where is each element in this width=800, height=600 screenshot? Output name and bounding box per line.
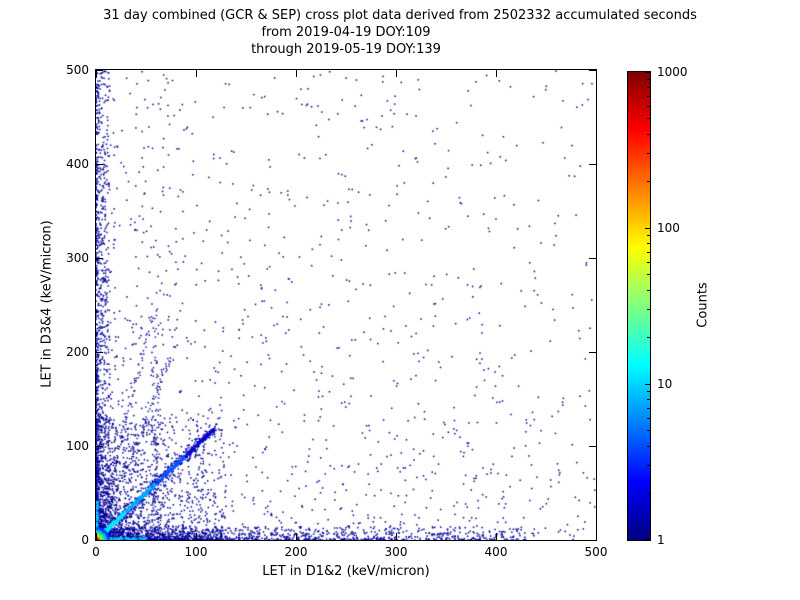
x-major-tick — [95, 533, 97, 540]
chart-title-line1: 31 day combined (GCR & SEP) cross plot d… — [103, 8, 697, 23]
chart-title-line2: from 2019-04-19 DOY:109 — [261, 25, 431, 40]
plot-area — [95, 69, 597, 541]
y-major-tick — [96, 163, 103, 165]
colorbar-minor-tick — [647, 106, 650, 108]
colorbar-major-tick — [645, 539, 650, 540]
y-major-tick-right — [589, 539, 596, 541]
colorbar-minor-tick — [647, 465, 650, 467]
colorbar-minor-tick — [647, 336, 650, 338]
colorbar-minor-tick — [647, 274, 650, 276]
scatter-points-canvas — [96, 70, 596, 540]
x-major-tick-top — [95, 70, 97, 77]
x-tick-label: 500 — [584, 545, 608, 559]
y-major-tick — [96, 445, 103, 447]
y-tick-label: 500 — [66, 63, 89, 77]
colorbar-minor-tick — [647, 407, 650, 409]
x-major-tick-top — [495, 70, 497, 77]
colorbar-minor-tick — [647, 492, 650, 494]
colorbar-minor-tick — [647, 133, 650, 135]
y-tick-label: 0 — [81, 533, 89, 547]
x-major-tick-top — [195, 70, 197, 77]
x-major-tick — [495, 533, 497, 540]
y-major-tick — [96, 351, 103, 353]
x-axis-label: LET in D1&2 (keV/micron) — [262, 564, 430, 579]
y-tick-label: 100 — [66, 439, 89, 453]
colorbar — [627, 71, 651, 541]
colorbar-major-tick — [645, 383, 650, 385]
colorbar-minor-tick — [647, 95, 650, 97]
y-major-tick-right — [589, 445, 596, 447]
x-major-tick — [295, 533, 297, 540]
x-major-tick-top — [595, 70, 597, 77]
chart-title-line3: through 2019-05-19 DOY:139 — [251, 42, 441, 57]
y-major-tick-right — [589, 163, 596, 165]
colorbar-minor-tick — [647, 251, 650, 253]
colorbar-major-tick — [645, 72, 650, 73]
x-major-tick — [195, 533, 197, 540]
colorbar-minor-tick — [647, 418, 650, 420]
x-major-tick — [395, 533, 397, 540]
x-tick-label: 200 — [284, 545, 308, 559]
colorbar-minor-tick — [647, 118, 650, 120]
x-tick-label: 400 — [484, 545, 508, 559]
colorbar-tick-label: 1000 — [657, 65, 688, 79]
colorbar-minor-tick — [647, 390, 650, 392]
colorbar-minor-tick — [647, 153, 650, 155]
x-tick-label: 300 — [384, 545, 408, 559]
colorbar-minor-tick — [647, 234, 650, 236]
colorbar-minor-tick — [647, 289, 650, 291]
colorbar-minor-tick — [647, 78, 650, 80]
y-major-tick — [96, 257, 103, 259]
x-major-tick — [595, 533, 597, 540]
colorbar-minor-tick — [647, 430, 650, 432]
x-major-tick-top — [295, 70, 297, 77]
colorbar-minor-tick — [647, 86, 650, 88]
colorbar-minor-tick — [647, 398, 650, 400]
colorbar-major-tick — [645, 227, 650, 229]
y-major-tick — [96, 69, 103, 71]
y-major-tick-right — [589, 351, 596, 353]
colorbar-minor-tick — [647, 180, 650, 182]
y-tick-label: 400 — [66, 157, 89, 171]
colorbar-label: Counts — [695, 282, 711, 328]
y-major-tick-right — [589, 257, 596, 259]
colorbar-minor-tick — [647, 242, 650, 244]
colorbar-tick-label: 10 — [657, 377, 673, 391]
y-axis-label: LET in D3&4 (keV/micron) — [39, 220, 55, 388]
colorbar-minor-tick — [647, 309, 650, 311]
colorbar-minor-tick — [647, 445, 650, 447]
colorbar-minor-tick — [647, 262, 650, 264]
colorbar-tick-label: 1 — [657, 533, 665, 547]
y-tick-label: 300 — [66, 251, 89, 265]
x-tick-label: 0 — [92, 545, 100, 559]
colorbar-tick-label: 100 — [657, 221, 680, 235]
y-tick-label: 200 — [66, 345, 89, 359]
y-major-tick-right — [589, 69, 596, 71]
y-major-tick — [96, 539, 103, 541]
x-major-tick-top — [395, 70, 397, 77]
x-tick-label: 100 — [184, 545, 208, 559]
